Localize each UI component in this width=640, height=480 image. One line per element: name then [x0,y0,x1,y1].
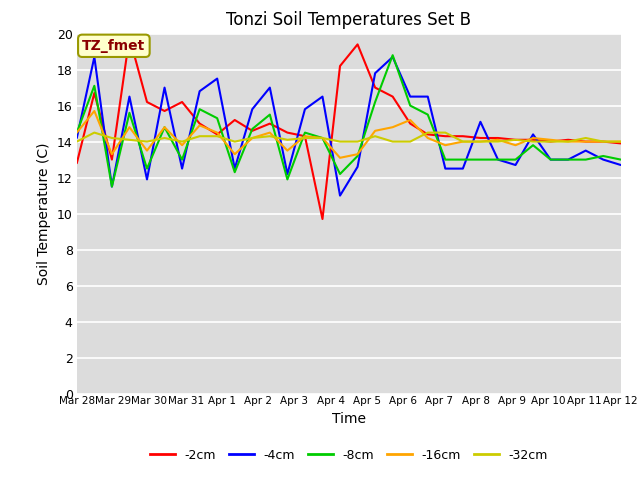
Title: Tonzi Soil Temperatures Set B: Tonzi Soil Temperatures Set B [227,11,471,29]
Text: TZ_fmet: TZ_fmet [82,39,145,53]
Legend: -2cm, -4cm, -8cm, -16cm, -32cm: -2cm, -4cm, -8cm, -16cm, -32cm [145,444,553,467]
X-axis label: Time: Time [332,412,366,426]
Y-axis label: Soil Temperature (C): Soil Temperature (C) [37,143,51,285]
